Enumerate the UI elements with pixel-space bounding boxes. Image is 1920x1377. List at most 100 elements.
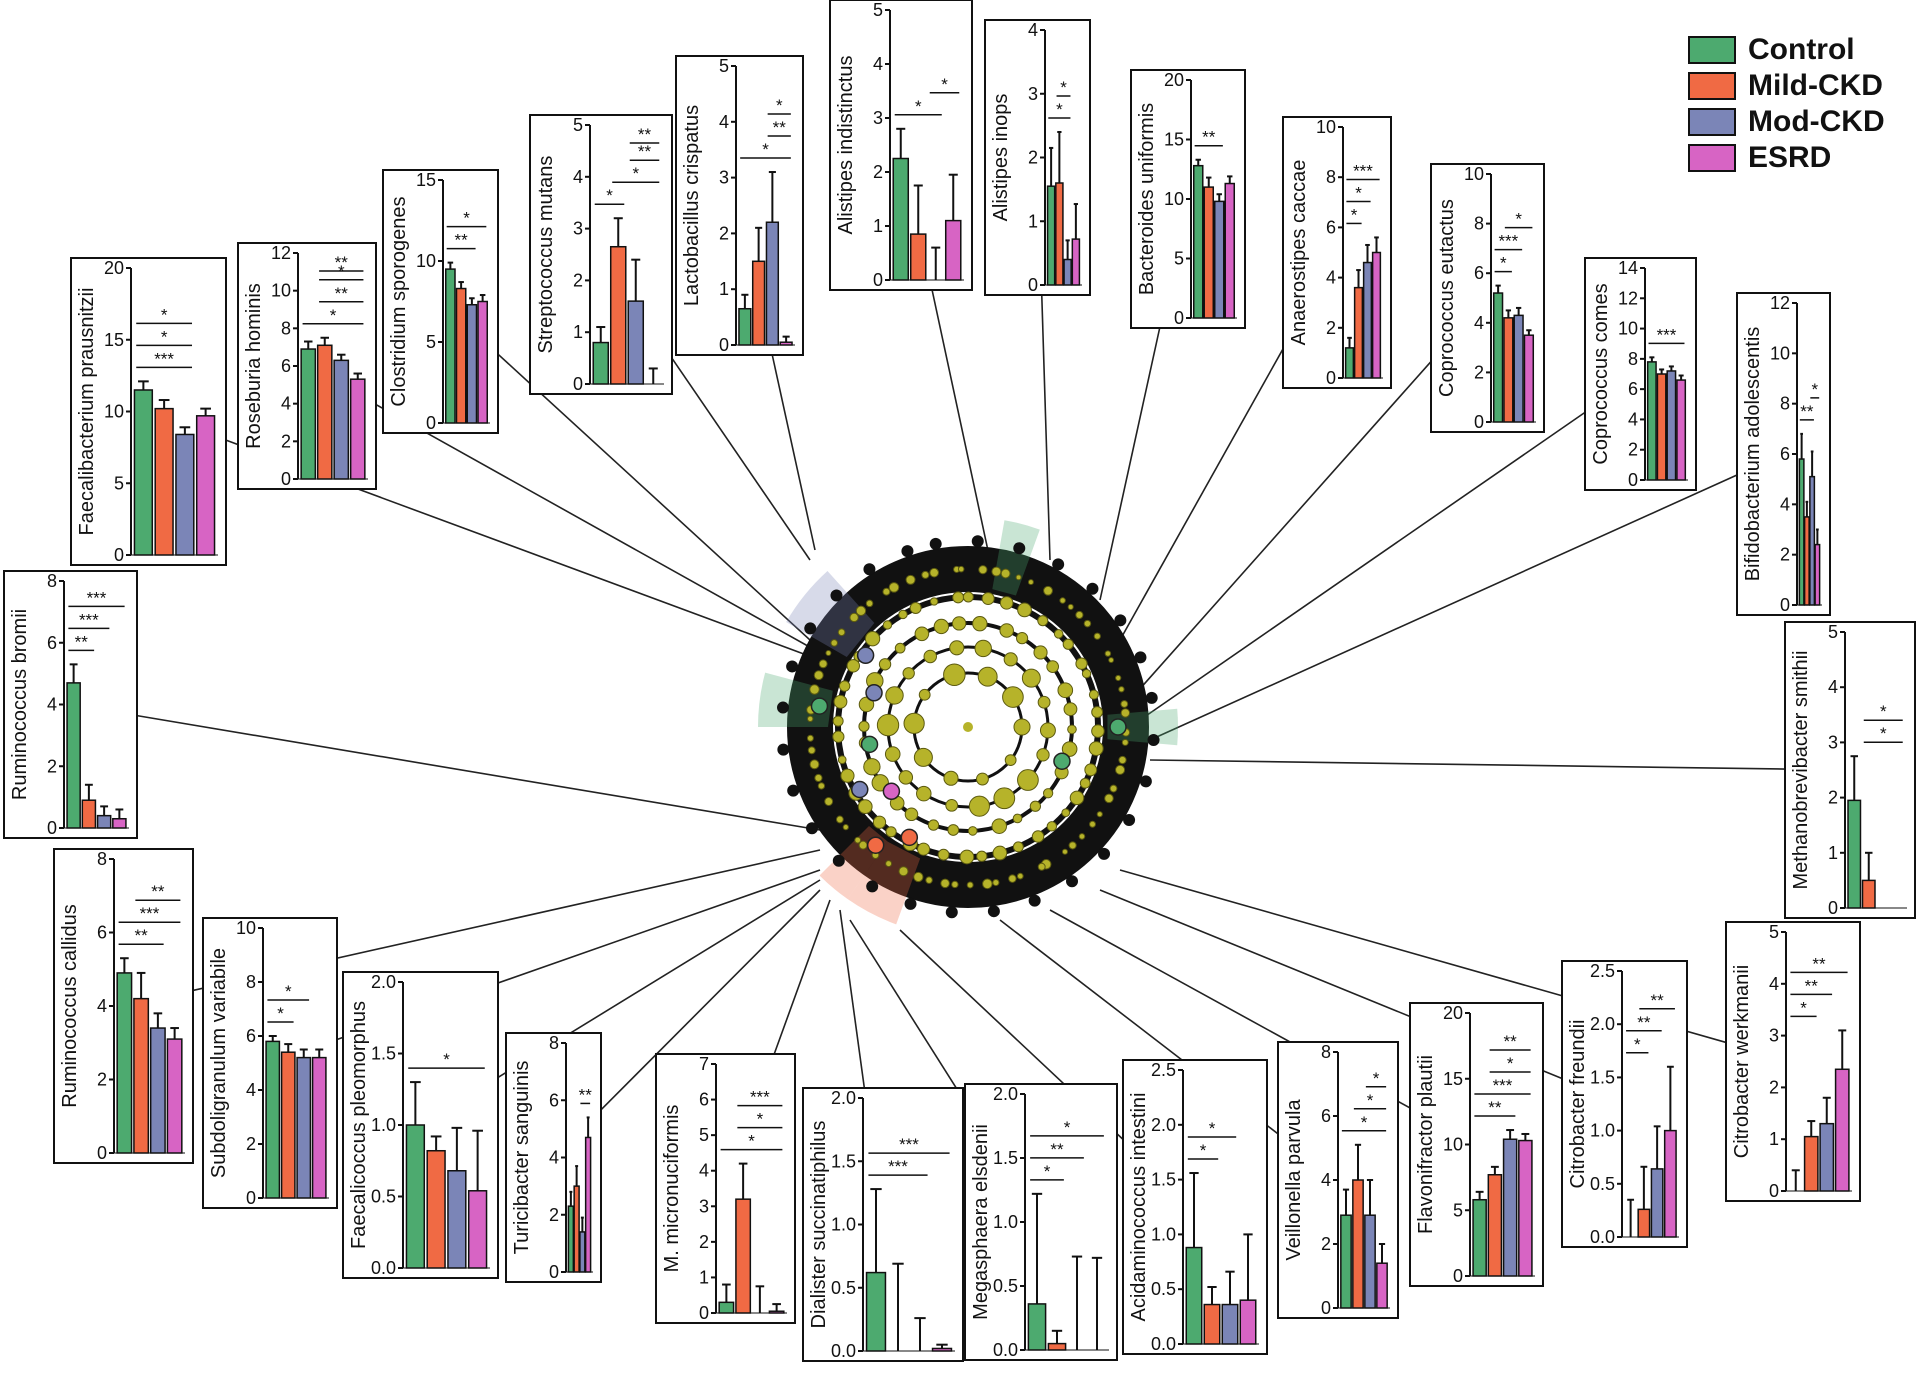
cladogram-node — [1088, 689, 1099, 700]
y-tick-label: 2 — [573, 270, 583, 290]
y-tick-label: 2 — [246, 1134, 256, 1154]
cladogram-terminal-dot — [863, 563, 876, 576]
cladogram-highlight-wedge — [847, 841, 921, 925]
bar-mod-ckd — [765, 221, 780, 346]
significance-label: * — [915, 97, 922, 116]
cladogram-node — [943, 663, 966, 687]
y-tick-label: 5 — [1453, 1200, 1463, 1220]
panel-frame — [655, 1053, 796, 1324]
y-tick-label: 2 — [1828, 788, 1838, 808]
y-tick-label: 1.5 — [993, 1148, 1018, 1168]
panel-title: Coprococcus eutactus — [1436, 199, 1458, 397]
bar-control — [892, 157, 910, 281]
cladogram-terminal-dot — [777, 701, 790, 714]
cladogram-node — [837, 755, 847, 765]
y-tick-label: 0 — [573, 374, 583, 394]
y-tick-label: 0.0 — [1151, 1334, 1176, 1354]
y-tick-label: 1.5 — [1151, 1170, 1176, 1190]
legend-item-esrd: ESRD — [1688, 140, 1885, 176]
significance-label: ** — [1812, 954, 1826, 973]
significance-label: * — [1209, 1119, 1216, 1138]
bar-control — [133, 389, 154, 556]
panel-title: Ruminococcus callidus — [59, 904, 81, 1107]
cladogram-terminal-dot — [1134, 651, 1147, 664]
cladogram-terminal-dot — [1052, 558, 1065, 571]
bar-mod-ckd — [149, 1027, 166, 1154]
cladogram-node — [806, 715, 814, 723]
bar-control — [1646, 361, 1657, 481]
bar-mild-ckd — [81, 799, 97, 829]
bar-control — [1847, 799, 1862, 909]
y-tick-label: 0 — [1780, 595, 1790, 615]
y-tick-label: 1.0 — [993, 1212, 1018, 1232]
cladogram-node — [1081, 669, 1092, 679]
legend: Control Mild-CKD Mod-CKD ESRD — [1688, 32, 1885, 176]
y-tick-label: 12 — [1618, 288, 1638, 308]
bar-mild-ckd — [1637, 1208, 1651, 1238]
cladogram-node — [929, 597, 939, 606]
cladogram-node — [951, 616, 967, 631]
cladogram-node — [1091, 724, 1105, 738]
significance-label: * — [762, 140, 769, 159]
y-tick-label: 1.5 — [831, 1151, 856, 1171]
y-tick-label: 0 — [719, 335, 729, 355]
cladogram-node — [1069, 790, 1085, 806]
y-tick-label: 8 — [281, 318, 291, 338]
y-tick-label: 8 — [47, 571, 57, 591]
cladogram-node — [1108, 657, 1115, 663]
connector-line — [1149, 474, 1738, 741]
cladogram-terminal-dot — [786, 660, 799, 673]
cladogram-node — [1104, 650, 1112, 657]
y-tick-label: 20 — [104, 258, 124, 278]
y-tick-label: 1 — [1028, 211, 1038, 231]
y-tick-label: 5 — [699, 1125, 709, 1145]
bar-control — [265, 1040, 281, 1199]
y-tick-label: 2.0 — [1590, 1014, 1615, 1034]
bar-mod-ckd — [175, 433, 195, 556]
bar-mild-ckd — [280, 1051, 296, 1199]
y-tick-label: 0 — [1628, 470, 1638, 490]
cladogram-node — [1118, 686, 1125, 693]
cladogram-highlight-node — [1109, 718, 1127, 736]
y-tick-label: 2 — [1321, 1234, 1331, 1254]
cladogram-terminal-dot — [1086, 582, 1099, 595]
y-tick-label: 10 — [1618, 319, 1638, 339]
significance-label: * — [285, 982, 292, 1001]
cladogram-node — [913, 871, 924, 883]
cladogram-highlight-wedge — [786, 570, 875, 657]
cladogram-node — [992, 878, 1000, 887]
cladogram-node — [865, 599, 874, 608]
y-tick-label: 4 — [281, 394, 291, 414]
cladogram-node — [885, 826, 897, 838]
cladogram-node — [857, 799, 873, 814]
significance-label: * — [1355, 183, 1362, 202]
y-tick-label: 2.0 — [371, 972, 396, 992]
significance-label: ** — [1800, 402, 1814, 421]
y-tick-label: 2 — [97, 1070, 107, 1090]
cladogram-highlight-node — [850, 780, 869, 799]
significance-label: ** — [579, 1085, 593, 1104]
panel-title: Faecalicoccus pleomorphus — [348, 1001, 370, 1249]
bar-esrd — [1376, 1262, 1388, 1309]
y-tick-label: 0.5 — [831, 1278, 856, 1298]
cladogram-node — [1096, 811, 1103, 818]
bar-mild-ckd — [154, 407, 174, 556]
bar-control — [1185, 1246, 1203, 1345]
y-tick-label: 20 — [1164, 70, 1184, 90]
y-tick-label: 0 — [1474, 412, 1484, 432]
y-tick-label: 1 — [719, 279, 729, 299]
cladogram-node — [905, 574, 916, 585]
panel-title: Subdoligranulum variabile — [208, 948, 230, 1178]
cladogram-node — [807, 746, 816, 755]
cladogram-terminal-dot — [777, 743, 790, 756]
cladogram-node — [1120, 700, 1129, 708]
y-tick-label: 1.5 — [1590, 1067, 1615, 1087]
cladogram-node — [921, 570, 930, 579]
legend-label: Mod-CKD — [1748, 105, 1885, 138]
cladogram-node — [1075, 610, 1084, 620]
